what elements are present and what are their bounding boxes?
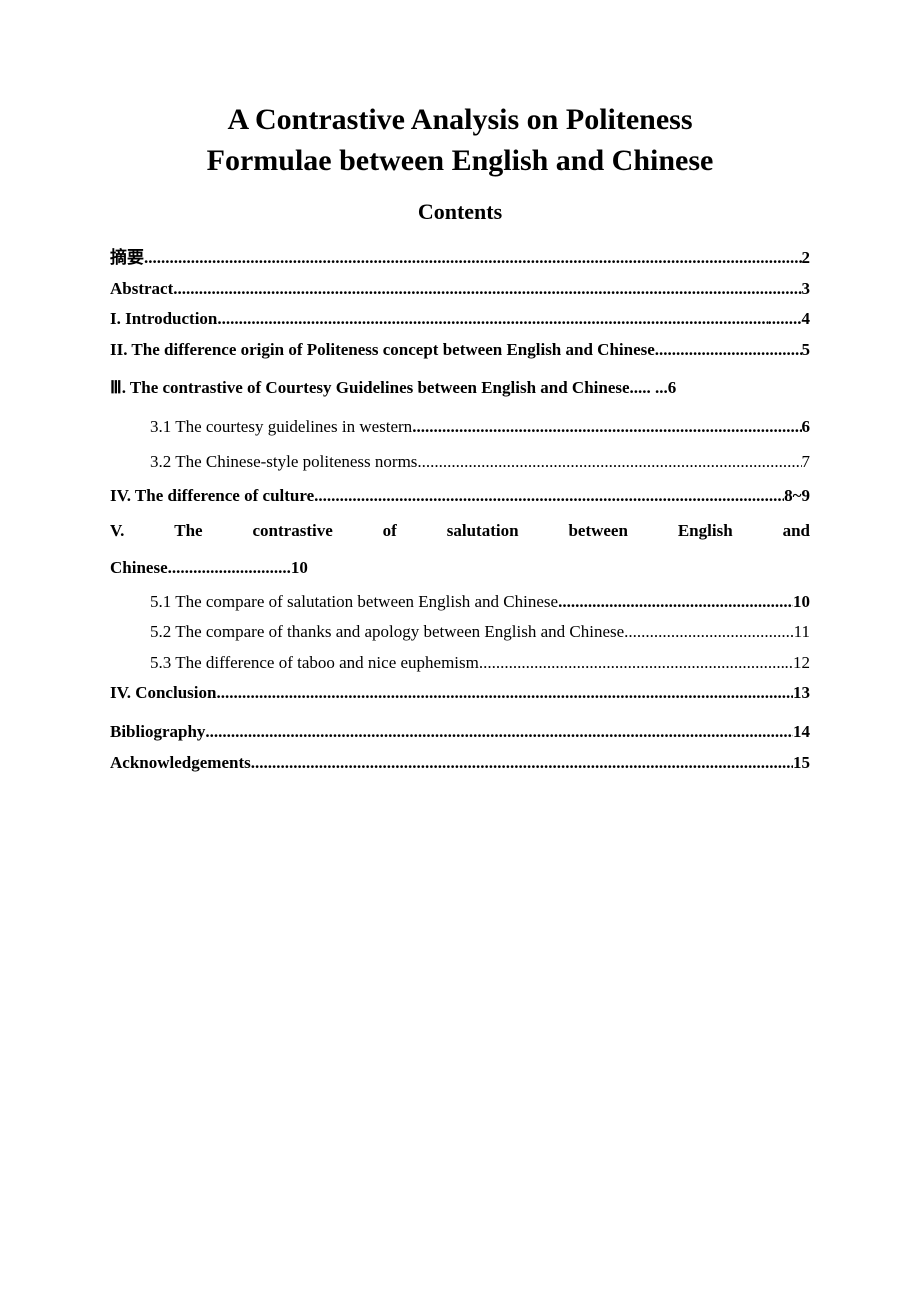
- toc-section-3: Ⅲ. The contrastive of Courtesy Guideline…: [110, 373, 810, 404]
- section5-line2-label: Chinese.: [110, 549, 172, 586]
- toc-section-4-label: IV. The difference of culture: [110, 481, 314, 512]
- toc-sub-5-2-page: 11: [794, 617, 810, 648]
- toc-bibliography: Bibliography 14: [110, 717, 810, 748]
- toc-introduction-page: 4: [802, 304, 811, 335]
- toc-dots: [412, 412, 801, 443]
- toc-sub-5-3-page: 12: [793, 648, 810, 679]
- toc-sub-3-1-label: 3.1 The courtesy guidelines in western: [150, 412, 412, 443]
- toc-abstract-cn: 摘要 2: [110, 243, 810, 274]
- toc-dots: [417, 447, 801, 478]
- toc-sub-5-2-label: 5.2 The compare of thanks and apology be…: [150, 617, 628, 648]
- toc-dots: [217, 304, 767, 335]
- toc-sub-5-3-suffix: ..: [785, 648, 794, 679]
- toc-section-5: V. The contrastive of salutation between…: [110, 512, 810, 587]
- toc-section-4-page: 8~9: [784, 481, 810, 512]
- toc-dots: [205, 717, 793, 748]
- toc-acknowledgements-label: Acknowledgements: [110, 748, 251, 779]
- toc-bibliography-label: Bibliography: [110, 717, 205, 748]
- toc-sub-5-3-label: 5.3 The difference of taboo and nice eup…: [150, 648, 479, 679]
- toc-section-5-row2: Chinese. 10: [110, 549, 810, 586]
- toc-dots: [628, 617, 793, 648]
- toc-sub-3-1-page: 6: [802, 412, 811, 443]
- toc-dots: [173, 274, 801, 305]
- toc-sub-3-2-page: 7: [802, 447, 811, 478]
- toc-dots: [144, 243, 802, 274]
- toc-introduction-label: I. Introduction: [110, 304, 217, 335]
- section5-word-2: contrastive: [253, 512, 333, 549]
- toc-sub-3-2-label: 3.2 The Chinese-style politeness norms: [150, 447, 417, 478]
- toc-section-5-row1: V. The contrastive of salutation between…: [110, 512, 810, 549]
- toc-conclusion: IV. Conclusion 13: [110, 678, 810, 709]
- toc-acknowledgements-page: 15: [793, 748, 810, 779]
- toc-dots: [479, 648, 785, 679]
- toc-sub-5-1: 5.1 The compare of salutation between En…: [110, 587, 810, 618]
- toc-dots: [655, 335, 802, 366]
- toc-abstract-en: Abstract 3: [110, 274, 810, 305]
- toc-section-2: II. The difference origin of Politeness …: [110, 335, 810, 366]
- section5-word-6: English: [678, 512, 733, 549]
- toc-sub-3-2: 3.2 The Chinese-style politeness norms 7: [110, 447, 810, 478]
- contents-heading: Contents: [110, 199, 810, 225]
- section5-word-0: V.: [110, 512, 124, 549]
- section5-word-7: and: [783, 512, 810, 549]
- toc-dots: [251, 748, 793, 779]
- toc-abstract-en-label: Abstract: [110, 274, 173, 305]
- toc-dots: [172, 549, 291, 586]
- toc-section-5-page: 10: [291, 549, 308, 586]
- toc-sub-3-1: 3.1 The courtesy guidelines in western 6: [110, 412, 810, 443]
- toc-intro-suffix: ........: [768, 304, 802, 335]
- toc-sub-5-3: 5.3 The difference of taboo and nice eup…: [110, 648, 810, 679]
- section5-word-1: The: [174, 512, 202, 549]
- toc-section-3-label: Ⅲ. The contrastive of Courtesy Guideline…: [110, 373, 668, 404]
- toc-conclusion-label: IV. Conclusion: [110, 678, 216, 709]
- toc-sub-5-2: 5.2 The compare of thanks and apology be…: [110, 617, 810, 648]
- document-title: A Contrastive Analysis on Politeness For…: [110, 100, 810, 181]
- toc-section-3-page: 6: [668, 373, 677, 404]
- toc-acknowledgements: Acknowledgements 15: [110, 748, 810, 779]
- toc-section-4: IV. The difference of culture 8~9: [110, 481, 810, 512]
- title-line-2: Formulae between English and Chinese: [207, 144, 714, 177]
- toc-bibliography-page: 14: [793, 717, 810, 748]
- title-line-1: A Contrastive Analysis on Politeness: [227, 103, 692, 136]
- section5-word-4: salutation: [447, 512, 519, 549]
- toc-dots: [216, 678, 793, 709]
- toc-introduction: I. Introduction ........ 4: [110, 304, 810, 335]
- toc-sub-5-1-page: 10: [793, 587, 810, 618]
- toc-abstract-cn-page: 2: [802, 243, 811, 274]
- toc-abstract-cn-label: 摘要: [110, 243, 144, 274]
- toc-section-2-label: II. The difference origin of Politeness …: [110, 335, 655, 366]
- toc-dots: [314, 481, 784, 512]
- toc-dots: [558, 587, 793, 618]
- toc-conclusion-page: 13: [793, 678, 810, 709]
- section5-word-5: between: [568, 512, 627, 549]
- section5-word-3: of: [383, 512, 397, 549]
- toc-sub-5-1-label: 5.1 The compare of salutation between En…: [150, 587, 558, 618]
- toc-abstract-en-page: 3: [802, 274, 811, 305]
- toc-section-2-page: 5: [802, 335, 811, 366]
